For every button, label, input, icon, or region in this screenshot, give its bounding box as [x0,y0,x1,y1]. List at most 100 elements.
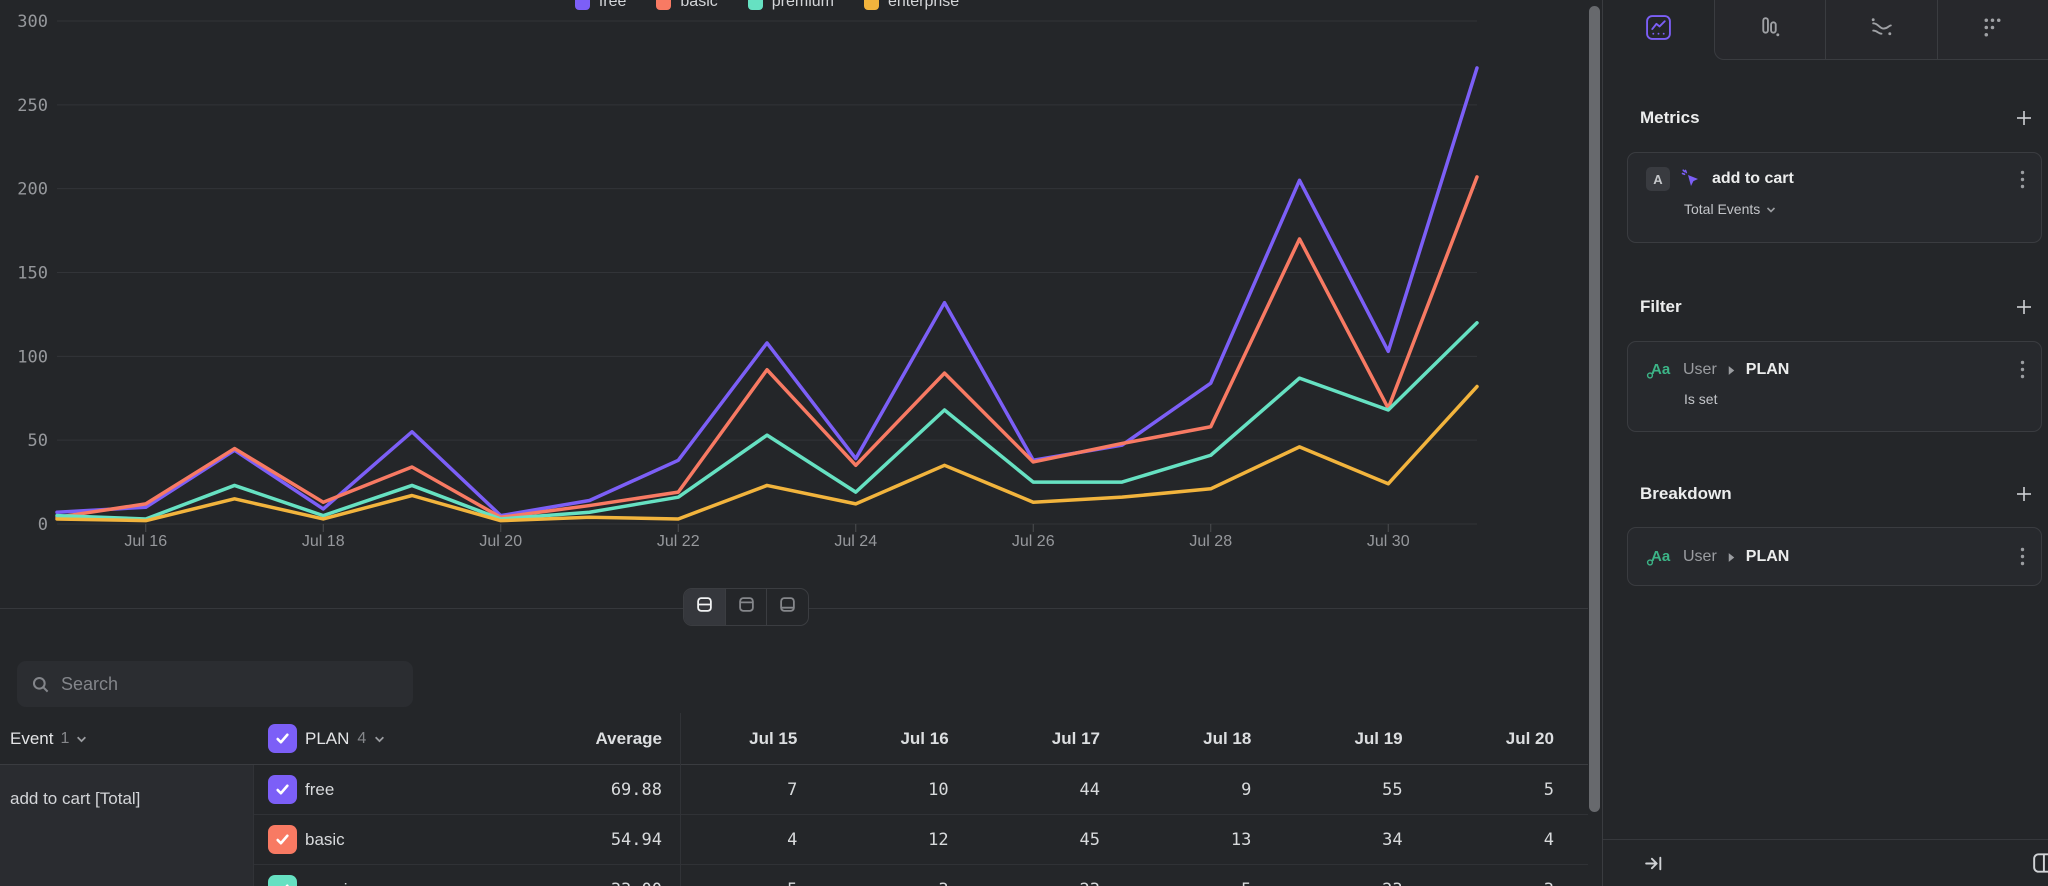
legend-swatch [864,0,879,10]
columns-layout-icon[interactable] [2032,851,2048,875]
chart-legend: free basic premium enterprise [57,0,1477,15]
table-row-premium: premium 33.00 5 3 23 5 23 3 [254,865,1588,886]
table-row-basic: basic 54.94 4 12 45 13 34 4 [254,815,1588,865]
vertical-scrollbar[interactable] [1589,6,1600,812]
table-bottom-view-icon [779,596,796,618]
sidebar-bottom-bar [1603,839,2048,886]
plan-header-label[interactable]: PLAN [305,728,350,748]
filter-heading: Filter [1640,297,1682,316]
cell-value: 4 [787,829,798,850]
right-sidebar: Metrics A add to cart Total Events Filte… [1602,0,2048,886]
legend-item-free[interactable]: free [574,0,626,11]
metric-event-name: add to cart [1712,170,1794,187]
table-top-view-icon [738,596,755,618]
series-line-free[interactable] [55,66,1479,518]
series-line-basic[interactable] [55,175,1479,520]
filter-card[interactable]: Aa User PLAN Is set [1627,341,2042,432]
flows-icon [1868,14,1895,46]
legend-item-enterprise[interactable]: enterprise [864,0,959,11]
insights-chart-icon [1645,14,1672,46]
event-count: 1 [60,729,70,747]
average-value: 33.00 [611,880,662,886]
data-table: Event 1 PLAN 4 Average Jul 15 Jul 16 [0,713,1588,886]
y-axis-label: 50 [28,431,48,451]
aggregation-dropdown[interactable]: Total Events [1628,191,2041,217]
kebab-menu-icon[interactable] [2014,168,2031,191]
chevron-right-icon [1727,365,1736,376]
x-axis-label: Jul 20 [479,533,522,550]
kebab-menu-icon[interactable] [2014,358,2031,381]
kebab-menu-icon[interactable] [2014,545,2031,568]
event-column-header[interactable]: Event 1 [0,729,254,749]
y-axis-label: 250 [17,96,48,116]
cell-value: 45 [1079,829,1100,850]
x-axis-label: Jul 28 [1189,533,1232,550]
table-top-view-button[interactable] [724,589,767,625]
main-content: free basic premium enterprise 0 50 100 150 200 2… [0,0,1588,886]
filter-operator-label: Is set [1684,391,1718,407]
search-input[interactable] [61,673,399,695]
date-header: Jul 17 [1051,728,1100,748]
plan-count: 4 [357,729,367,747]
x-axis-label: Jul 30 [1367,533,1410,550]
cell-value: 5 [1134,880,1285,886]
date-header: Jul 20 [1505,728,1554,748]
collapse-panel-icon[interactable] [1643,853,1664,874]
average-header: Average [595,728,662,748]
layout-toggle-group [683,588,809,626]
cell-value: 5 [1543,779,1554,800]
legend-item-premium[interactable]: premium [747,0,834,11]
tab-retention[interactable] [1936,0,2048,60]
series-line-premium[interactable] [55,321,1479,521]
breakdown-property-name: PLAN [1745,547,1790,565]
cell-value: 5 [680,880,831,886]
average-value: 54.94 [610,829,662,850]
filter-operator[interactable]: Is set [1628,381,2041,407]
breakdown-card[interactable]: Aa User PLAN [1627,527,2042,586]
event-click-icon [1680,168,1702,190]
search-box[interactable] [17,661,413,707]
cell-value: 23 [983,880,1134,886]
breakdown-property-type: User [1683,547,1717,565]
table-bottom-view-button[interactable] [766,589,808,625]
segment-name: free [305,779,335,799]
add-breakdown-button[interactable] [2014,484,2034,504]
cell-value: 4 [1543,829,1554,850]
tab-insights[interactable] [1603,0,1714,60]
funnels-bars-icon [1756,14,1783,46]
plan-column-header: PLAN 4 Average [254,724,680,753]
tab-funnels[interactable] [1713,0,1825,60]
chevron-down-icon [76,734,87,745]
add-filter-button[interactable] [2014,297,2034,317]
event-name: add to cart [Total] [10,789,141,808]
chevron-down-icon [1766,205,1776,215]
line-chart: 0 50 100 150 200 250 300 Jul 16 Jul 18 Jul 20 Jul … [17,12,1479,550]
cell-value: 3 [831,880,982,886]
row-checkbox[interactable] [268,825,297,854]
add-metric-button[interactable] [2014,108,2034,128]
cell-value: 34 [1382,829,1403,850]
cell-value: 3 [1437,880,1588,886]
tab-flows[interactable] [1825,0,1937,60]
retention-grid-icon [1979,14,2006,46]
metric-card[interactable]: A add to cart Total Events [1627,152,2042,243]
text-property-icon: Aa [1646,359,1673,380]
legend-label: basic [680,0,718,10]
split-view-button[interactable] [684,589,725,625]
series-line-enterprise[interactable] [55,384,1479,523]
date-header: Jul 19 [1354,728,1403,748]
plan-select-all-checkbox[interactable] [268,724,297,753]
row-checkbox[interactable] [268,875,297,886]
cell-value: 7 [787,779,798,800]
chevron-down-icon[interactable] [374,734,385,745]
y-axis-label: 150 [17,264,48,284]
row-checkbox[interactable] [268,775,297,804]
chevron-right-icon [1727,552,1736,563]
event-name-cell[interactable]: add to cart [Total] [0,765,254,886]
filter-property-type: User [1683,360,1717,378]
legend-item-basic[interactable]: basic [656,0,718,11]
chart-type-tabs [1603,0,2048,60]
y-axis-label: 300 [17,12,48,32]
date-header: Jul 15 [749,728,798,748]
table-body: add to cart [Total] free 69.88 7 10 44 [0,765,1588,886]
